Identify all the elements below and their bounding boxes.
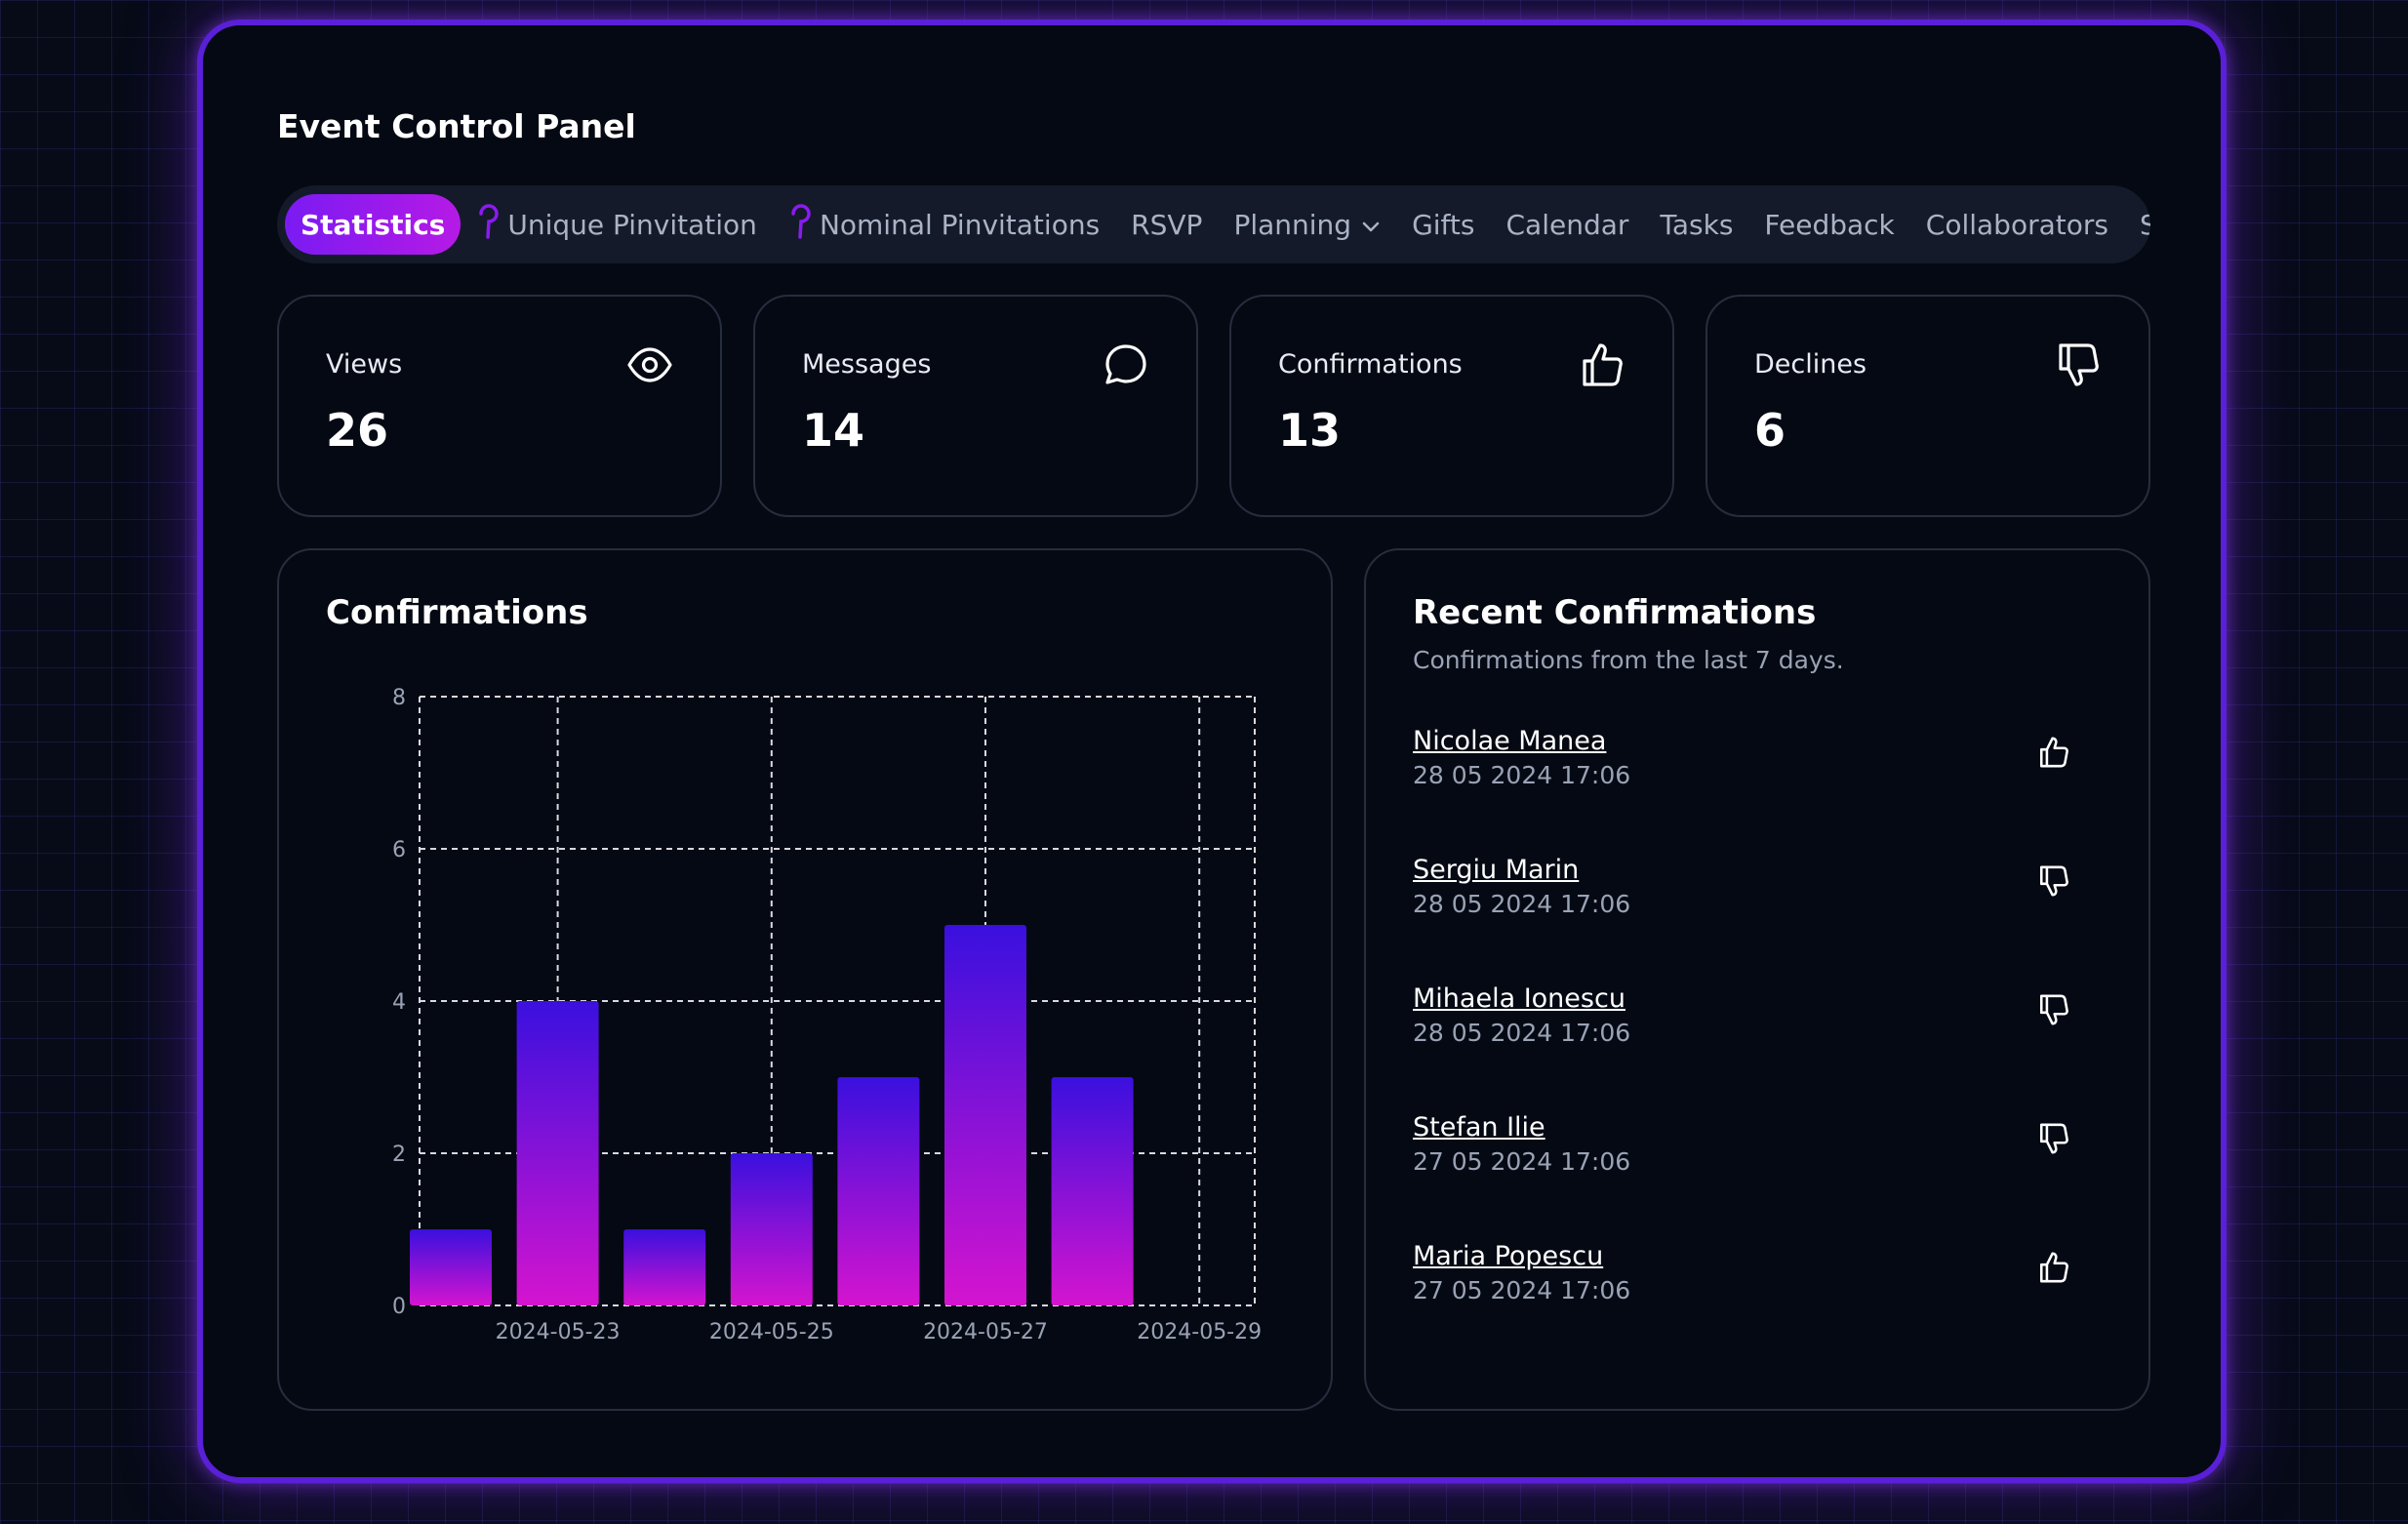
guest-name-link[interactable]: Mihaela Ionescu [1413,983,1625,1014]
chart-bar[interactable] [410,1229,492,1305]
thumbs-down-icon [2037,864,2070,902]
guest-name-link[interactable]: Nicolae Manea [1413,726,1607,756]
stat-value: 6 [1754,404,1786,457]
confirmation-date: 28 05 2024 17:06 [1413,1019,1631,1047]
tab-label: Gifts [1412,208,1475,241]
tab-unique-pinvitation[interactable]: Unique Pinvitation [461,194,773,255]
list-item: Nicolae Manea 28 05 2024 17:06 [1413,724,2115,853]
stat-value: 13 [1278,404,1342,457]
stat-label: Messages [802,349,932,380]
y-tick-label: 8 [392,686,406,710]
chart-bar[interactable] [623,1229,706,1305]
x-tick-label: 2024-05-23 [496,1320,621,1344]
chart-card: Confirmations 0 2 4 6 8 2024-05-23 2024-05-25… [277,548,1333,1411]
stat-card-confirmations: Confirmations 13 [1229,295,1674,517]
pin-icon [788,202,814,248]
y-tick-label: 4 [392,990,406,1015]
stat-label: Confirmations [1278,349,1463,380]
confirmation-list: Nicolae Manea 28 05 2024 17:06 Sergiu Ma… [1413,724,2115,1368]
stat-value: 26 [326,404,389,457]
recent-confirmations-card: Recent Confirmations Confirmations from … [1364,548,2150,1411]
stat-label: Views [326,349,403,380]
tab-calendar[interactable]: Calendar [1490,194,1644,255]
confirmation-date: 27 05 2024 17:06 [1413,1147,1631,1176]
tab-label: Settings [2139,208,2150,241]
y-tick-label: 2 [392,1143,406,1167]
tab-label: Feedback [1764,208,1895,241]
guest-name-link[interactable]: Maria Popescu [1413,1241,1604,1271]
chart-bar[interactable] [516,1001,599,1305]
thumbs-down-icon [2037,1122,2070,1159]
pin-icon [476,202,502,248]
tab-label: Collaborators [1925,208,2108,241]
guest-name-link[interactable]: Sergiu Marin [1413,855,1580,885]
chevron-down-icon [1361,209,1381,241]
stat-label: Declines [1754,349,1867,380]
tab-gifts[interactable]: Gifts [1396,194,1490,255]
tab-nominal-pinvitations[interactable]: Nominal Pinvitations [773,194,1115,255]
tab-label: Nominal Pinvitations [819,208,1101,241]
x-tick-label: 2024-05-29 [1137,1320,1262,1344]
tab-feedback[interactable]: Feedback [1748,194,1909,255]
confirmation-date: 28 05 2024 17:06 [1413,890,1631,918]
tab-label: Calendar [1505,208,1629,241]
tab-statistics[interactable]: Statistics [285,194,462,255]
confirmation-date: 27 05 2024 17:06 [1413,1276,1631,1304]
message-icon [1103,341,1149,392]
tab-collaborators[interactable]: Collaborators [1910,194,2124,255]
tab-planning[interactable]: Planning [1218,194,1396,255]
recent-subtitle: Confirmations from the last 7 days. [1413,646,1844,674]
tab-label: Tasks [1660,208,1734,241]
stat-value: 14 [802,404,865,457]
thumbs-down-icon [2037,993,2070,1030]
eye-icon [626,341,673,392]
stat-card-declines: Declines 6 [1706,295,2150,517]
tab-bar: Statistics Unique Pinvitation Nominal Pi… [277,185,2150,263]
chart-bar[interactable] [944,925,1026,1305]
chart-bar[interactable] [1051,1077,1134,1305]
tab-label: RSVP [1131,208,1203,241]
tab-label: Planning [1233,208,1352,241]
chart-title: Confirmations [326,593,588,632]
list-item: Sergiu Marin 28 05 2024 17:06 [1413,853,2115,982]
chart-bar[interactable] [730,1153,813,1305]
confirmation-date: 28 05 2024 17:06 [1413,761,1631,789]
x-tick-label: 2024-05-25 [709,1320,834,1344]
y-tick-label: 0 [392,1295,406,1319]
tab-tasks[interactable]: Tasks [1644,194,1748,255]
stat-card-views: Views 26 [277,295,722,517]
stat-card-messages: Messages 14 [753,295,1198,517]
list-item: Mihaela Ionescu 28 05 2024 17:06 [1413,982,2115,1110]
thumbs-up-icon [2037,736,2070,773]
y-tick-label: 6 [392,838,406,862]
list-item: Maria Popescu 27 05 2024 17:06 [1413,1239,2115,1368]
thumbs-up-icon [1579,341,1625,392]
tab-settings[interactable]: Settings [2124,194,2150,255]
tab-rsvp[interactable]: RSVP [1115,194,1218,255]
confirmations-bar-chart: 0 2 4 6 8 2024-05-23 2024-05-25 2024-05-27 2024… [392,686,1262,1344]
tab-label: Statistics [301,208,446,241]
thumbs-down-icon [2055,341,2102,392]
guest-name-link[interactable]: Stefan Ilie [1413,1112,1545,1143]
tab-label: Unique Pinvitation [507,208,757,241]
recent-title: Recent Confirmations [1413,593,1817,632]
event-control-panel: Event Control Panel Statistics Unique Pi… [197,20,2227,1483]
list-item: Stefan Ilie 27 05 2024 17:06 [1413,1110,2115,1239]
page-title: Event Control Panel [277,107,636,145]
thumbs-up-icon [2037,1251,2070,1288]
chart-bar[interactable] [837,1077,920,1305]
x-tick-label: 2024-05-27 [923,1320,1048,1344]
